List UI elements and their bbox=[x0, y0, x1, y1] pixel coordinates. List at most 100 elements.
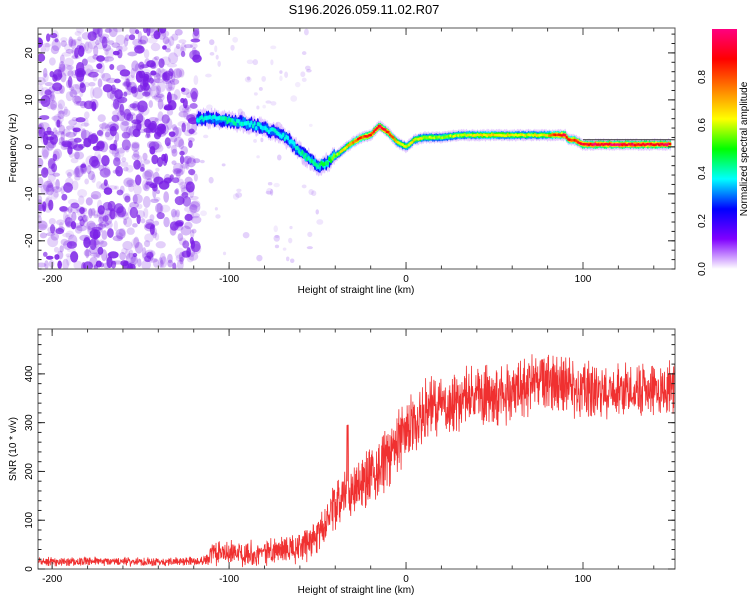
noise-blob bbox=[174, 195, 185, 206]
noise-blob bbox=[316, 219, 324, 225]
noise-blob bbox=[185, 161, 190, 170]
noise-blob bbox=[40, 87, 50, 97]
noise-blob bbox=[99, 239, 104, 245]
noise-blob bbox=[123, 91, 128, 97]
noise-blob bbox=[178, 39, 187, 44]
noise-blob bbox=[123, 166, 129, 172]
noise-blob bbox=[284, 71, 289, 78]
noise-blob bbox=[97, 28, 103, 38]
noise-blob bbox=[155, 93, 164, 98]
ridge-cell bbox=[401, 143, 404, 147]
noise-blob bbox=[126, 81, 138, 93]
noise-blob bbox=[75, 166, 80, 176]
noise-blob bbox=[270, 59, 274, 66]
noise-blob bbox=[74, 30, 82, 37]
noise-blob bbox=[164, 137, 171, 147]
noise-blob bbox=[92, 145, 101, 151]
noise-blob bbox=[180, 46, 185, 53]
noise-blob bbox=[169, 221, 179, 231]
noise-blob bbox=[258, 87, 263, 91]
noise-blob bbox=[307, 231, 313, 238]
noise-blob bbox=[217, 60, 221, 67]
y-tick-label: 0 bbox=[24, 144, 35, 150]
noise-blob bbox=[171, 160, 177, 165]
noise-blob bbox=[126, 78, 131, 88]
noise-blob bbox=[71, 211, 77, 222]
noise-blob bbox=[71, 116, 78, 122]
spectrogram-y-axis-label: Frequency (Hz) bbox=[8, 114, 19, 183]
ridge-cell bbox=[374, 128, 377, 132]
noise-blob bbox=[152, 188, 157, 199]
noise-blob bbox=[148, 77, 154, 84]
ridge-cell bbox=[387, 130, 390, 134]
noise-blob bbox=[145, 219, 155, 225]
noise-blob bbox=[96, 129, 104, 137]
noise-blob bbox=[141, 259, 151, 269]
spectrogram-frame bbox=[37, 27, 676, 270]
ridge-cell bbox=[337, 152, 341, 156]
noise-blob bbox=[301, 51, 307, 56]
noise-blob bbox=[38, 224, 47, 229]
noise-blob bbox=[124, 195, 131, 203]
noise-blob bbox=[57, 103, 63, 115]
noise-blob bbox=[61, 64, 73, 77]
noise-blob bbox=[73, 167, 81, 178]
noise-blob bbox=[149, 214, 155, 221]
noise-blob bbox=[189, 201, 201, 213]
noise-blob bbox=[240, 111, 246, 116]
noise-blob bbox=[173, 168, 184, 177]
noise-blob bbox=[136, 203, 143, 210]
noise-blob bbox=[98, 123, 110, 129]
noise-blob bbox=[172, 167, 182, 175]
noise-blob bbox=[189, 203, 198, 214]
noise-blob bbox=[42, 73, 49, 83]
noise-blob bbox=[102, 84, 113, 93]
noise-blob bbox=[118, 94, 125, 106]
noise-blob bbox=[88, 82, 96, 87]
noise-blob bbox=[171, 124, 177, 131]
noise-blob bbox=[119, 104, 124, 113]
noise-blob bbox=[70, 220, 77, 230]
noise-blob bbox=[93, 45, 99, 57]
noise-blob bbox=[70, 207, 80, 214]
noise-blob bbox=[222, 251, 227, 256]
noise-blob bbox=[79, 82, 85, 89]
noise-blob bbox=[83, 235, 91, 245]
y-tick-label: 400 bbox=[24, 365, 35, 382]
noise-blob bbox=[189, 212, 201, 219]
colorbar-tick-label: 0.0 bbox=[697, 262, 708, 276]
noise-blob bbox=[156, 85, 161, 95]
noise-blob bbox=[156, 81, 166, 93]
snr-background bbox=[38, 329, 675, 569]
y-tick-label: 10 bbox=[24, 94, 35, 106]
noise-blob bbox=[173, 162, 184, 173]
noise-blob bbox=[135, 29, 140, 35]
noise-blob bbox=[71, 180, 79, 191]
noise-blob bbox=[132, 193, 138, 205]
noise-blob bbox=[72, 127, 81, 133]
noise-blob bbox=[60, 40, 67, 48]
ridge-cell bbox=[334, 154, 337, 158]
noise-blob bbox=[301, 184, 307, 189]
noise-blob bbox=[267, 182, 273, 186]
noise-blob bbox=[172, 262, 177, 269]
noise-blob bbox=[74, 151, 85, 160]
noise-blob bbox=[134, 174, 142, 186]
noise-blob bbox=[113, 220, 118, 232]
noise-blob bbox=[50, 100, 58, 111]
noise-blob bbox=[273, 225, 278, 233]
noise-blob bbox=[89, 234, 101, 239]
noise-blob bbox=[276, 154, 282, 161]
noise-blob bbox=[282, 247, 287, 251]
noise-blob bbox=[169, 78, 180, 85]
noise-blob bbox=[83, 219, 89, 228]
x-tick-label: -200 bbox=[42, 274, 62, 285]
noise-blob bbox=[189, 43, 198, 49]
noise-blob bbox=[40, 184, 50, 196]
noise-blob bbox=[159, 28, 167, 34]
noise-blob bbox=[115, 228, 126, 240]
noise-blob bbox=[126, 179, 138, 188]
noise-blob bbox=[142, 28, 148, 34]
noise-blob bbox=[290, 258, 295, 264]
noise-blob bbox=[203, 134, 209, 139]
